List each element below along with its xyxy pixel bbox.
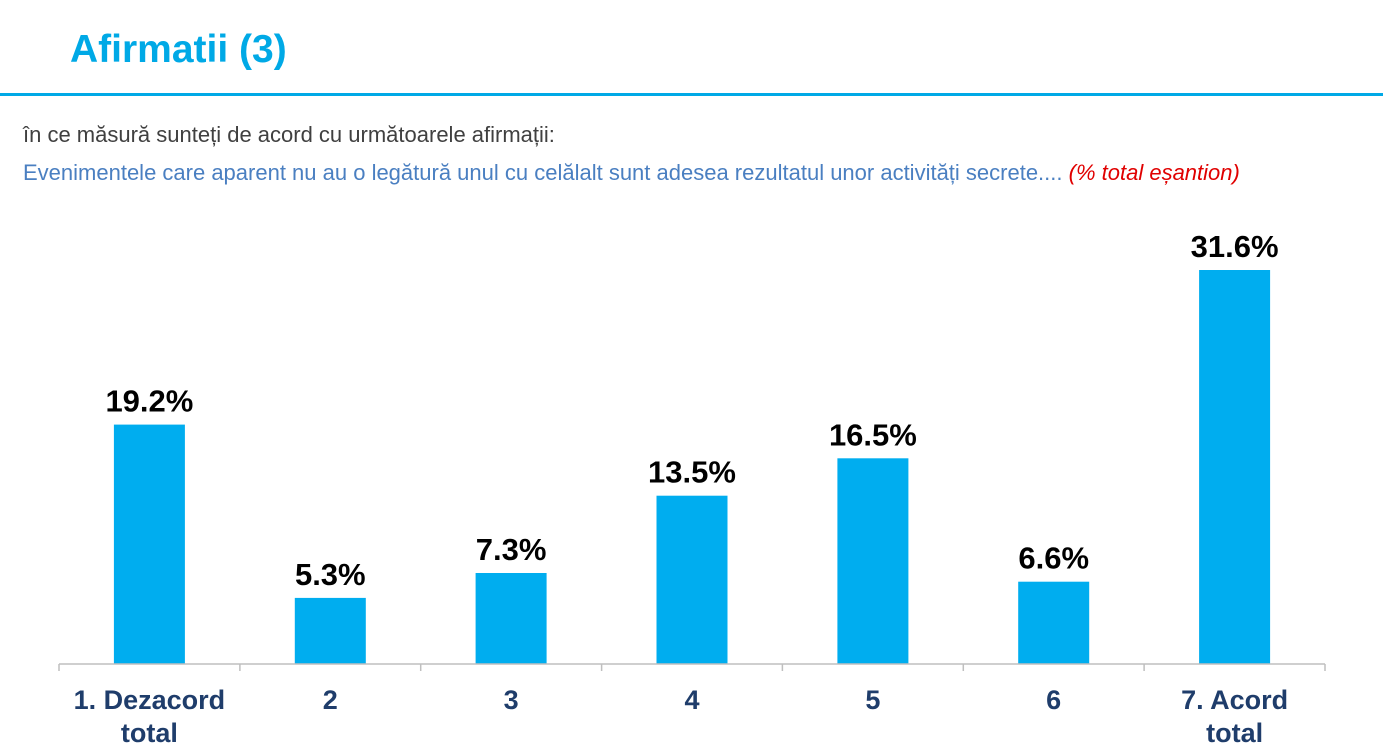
statement-body: Evenimentele care aparent nu au o legătu… [23,160,1063,185]
title-divider [0,93,1383,96]
bar-6 [1018,581,1090,664]
question-intro: în ce măsură sunteți de acord cu următoa… [23,122,555,147]
value-label-3: 7.3% [476,532,547,567]
bar-7 [1199,270,1271,664]
value-label-6: 6.6% [1018,541,1089,576]
page-title: Afirmatii (3) [70,28,287,71]
bar-3 [475,573,547,664]
bar-5 [837,458,909,664]
value-label-1: 19.2% [105,384,193,419]
value-label-2: 5.3% [295,557,366,592]
value-label-5: 16.5% [829,417,917,452]
statement-text: Evenimentele care aparent nu au o legătu… [23,155,1343,191]
sample-note: (% total eșantion) [1068,160,1240,185]
bar-4 [656,495,728,664]
bar-2 [294,597,366,664]
category-label-4: 4 [684,685,699,715]
category-label-3: 3 [504,685,519,715]
category-label-2: 2 [323,685,338,715]
category-label-1: 1. Dezacord total [74,685,226,748]
category-label-7: 7. Acord total [1181,685,1288,748]
bar-1 [113,424,185,664]
category-label-5: 5 [865,685,880,715]
value-label-7: 31.6% [1191,229,1279,264]
category-label-6: 6 [1046,685,1061,715]
value-label-4: 13.5% [648,455,736,490]
